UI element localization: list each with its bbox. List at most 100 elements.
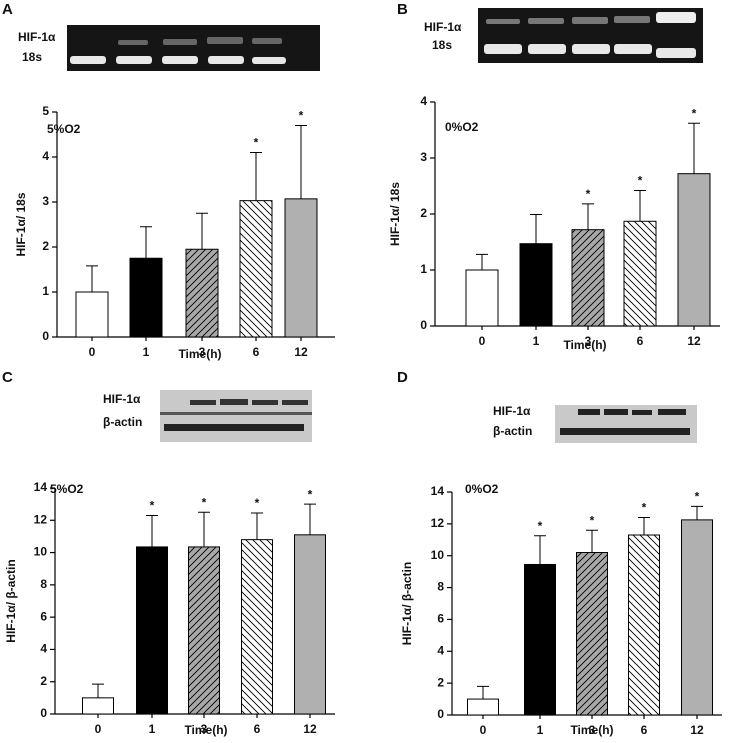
x-tick-label: 3	[201, 722, 208, 736]
significance-mark: *	[299, 109, 304, 123]
bar	[241, 539, 273, 715]
y-tick-label: 6	[40, 609, 47, 623]
condition-label: 5%O2	[50, 482, 84, 496]
x-tick-label: 6	[253, 345, 260, 359]
gel-label: HIF-1α	[493, 404, 531, 418]
x-tick-label: 3	[589, 723, 596, 737]
bar	[129, 257, 163, 338]
x-tick-label: 1	[537, 723, 544, 737]
y-tick-label: 8	[437, 580, 444, 594]
bar	[188, 546, 220, 715]
error-bar	[196, 212, 208, 250]
significance-mark: *	[255, 496, 260, 510]
y-tick-label: 4	[420, 94, 427, 108]
x-tick-label: 0	[89, 345, 96, 359]
error-bar	[198, 511, 210, 547]
bar	[681, 519, 713, 716]
y-tick-label: 3	[420, 150, 427, 164]
y-axis-label: HIF-1α/ 18s	[388, 182, 402, 246]
gel-image	[160, 390, 312, 442]
error-bar	[146, 514, 158, 547]
error-bar	[586, 529, 598, 553]
error-bar	[691, 505, 703, 520]
significance-mark: *	[202, 495, 207, 509]
panel-label: C	[2, 369, 13, 386]
x-axis-label: Time(h)	[570, 723, 613, 737]
significance-mark: *	[538, 519, 543, 533]
x-tick-label: 0	[95, 722, 102, 736]
bar	[294, 534, 326, 715]
error-bar	[140, 226, 152, 259]
bar	[623, 220, 657, 327]
significance-mark: *	[308, 487, 313, 501]
gel-label: β-actin	[103, 415, 142, 429]
x-tick-label: 12	[690, 723, 704, 737]
x-axis-label: Time(h)	[184, 723, 227, 737]
x-tick-label: 12	[303, 722, 317, 736]
error-bar	[250, 152, 262, 201]
bar	[571, 229, 605, 327]
y-tick-label: 0	[42, 329, 49, 343]
y-tick-label: 5	[42, 104, 49, 118]
error-bar	[477, 685, 489, 700]
x-tick-label: 3	[585, 334, 592, 348]
bar	[136, 546, 168, 715]
x-tick-label: 6	[254, 722, 261, 736]
condition-label: 5%O2	[47, 122, 81, 136]
bar	[185, 248, 219, 338]
x-tick-label: 3	[199, 345, 206, 359]
y-tick-label: 1	[420, 262, 427, 276]
y-tick-label: 2	[40, 674, 47, 688]
y-tick-label: 3	[42, 194, 49, 208]
y-tick-label: 0	[420, 318, 427, 332]
y-tick-label: 1	[42, 284, 49, 298]
gel-label: HIF-1α	[103, 392, 141, 406]
bar	[628, 534, 660, 716]
x-tick-label: 1	[143, 345, 150, 359]
panel-label: D	[397, 369, 408, 386]
error-bar	[688, 122, 700, 174]
error-bar	[534, 535, 546, 565]
error-bar	[582, 203, 594, 230]
y-tick-label: 10	[431, 548, 445, 562]
y-tick-label: 10	[34, 545, 48, 559]
x-tick-label: 6	[637, 334, 644, 348]
error-bar	[92, 683, 104, 698]
significance-mark: *	[692, 106, 697, 120]
gel-label: HIF-1α	[424, 20, 462, 34]
y-tick-label: 2	[42, 239, 49, 253]
y-tick-label: 14	[34, 480, 48, 494]
bar	[82, 697, 114, 715]
significance-mark: *	[642, 501, 647, 515]
y-tick-label: 6	[437, 612, 444, 626]
x-axis-label: Time(h)	[178, 347, 221, 361]
error-bar	[86, 265, 98, 292]
x-tick-label: 0	[480, 723, 487, 737]
condition-label: 0%O2	[465, 482, 499, 496]
error-bar	[634, 189, 646, 222]
significance-mark: *	[254, 136, 259, 150]
y-tick-label: 8	[40, 577, 47, 591]
bar	[75, 291, 109, 338]
x-tick-label: 1	[149, 722, 156, 736]
gel-label: 18s	[22, 50, 42, 64]
y-tick-label: 0	[437, 707, 444, 721]
x-tick-label: 1	[533, 334, 540, 348]
bar	[239, 200, 273, 338]
significance-mark: *	[638, 174, 643, 188]
gel-image	[478, 8, 703, 63]
error-bar	[251, 512, 263, 540]
x-tick-label: 6	[641, 723, 648, 737]
x-tick-label: 12	[294, 345, 308, 359]
significance-mark: *	[586, 187, 591, 201]
panel-label: B	[397, 1, 408, 18]
x-axis-label: Time(h)	[563, 338, 606, 352]
significance-mark: *	[695, 490, 700, 504]
y-axis-label: HIF-1α/ β-actin	[4, 559, 18, 642]
y-tick-label: 12	[34, 512, 48, 526]
bar	[524, 563, 556, 716]
gel-image	[555, 405, 697, 443]
bar	[519, 243, 553, 327]
bar	[465, 269, 499, 327]
